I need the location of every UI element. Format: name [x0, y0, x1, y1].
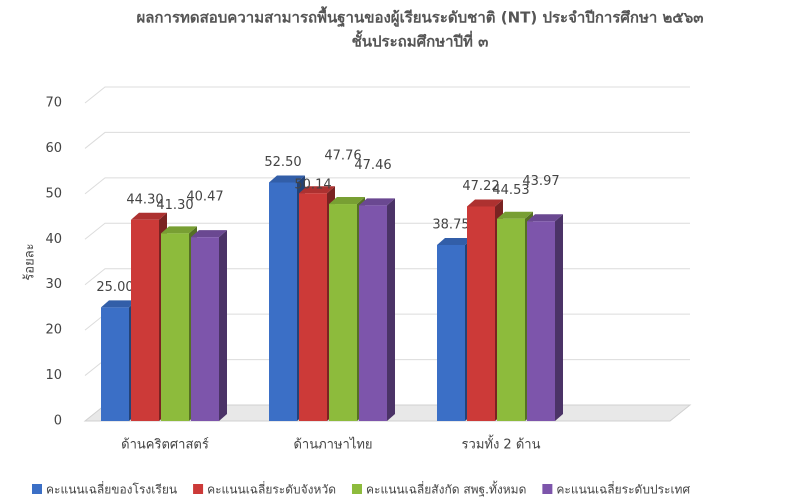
- y-tick-label: 70: [45, 96, 62, 111]
- value-label: 38.75: [432, 217, 469, 232]
- bar-side: [387, 198, 395, 421]
- value-label: 40.47: [186, 190, 223, 205]
- chart-title: ผลการทดสอบความสามารถพื้นฐานของผู้เรียนระ…: [136, 6, 703, 28]
- bar-top: [359, 198, 395, 206]
- value-label: 41.30: [156, 198, 193, 213]
- value-label: 50.14: [294, 178, 331, 193]
- grid-line: [84, 177, 690, 195]
- legend-label: คะแนนเฉลี่ยระดับจังหวัด: [207, 481, 336, 497]
- bar-side: [219, 230, 227, 421]
- x-tick-label: รวมทั้ง 2 ด้าน: [462, 435, 541, 453]
- bar-top: [161, 226, 197, 234]
- bar-top: [527, 214, 563, 222]
- legend-swatch: [542, 484, 553, 494]
- bar-top: [299, 186, 335, 194]
- bar-top: [191, 230, 227, 238]
- x-tick-label: ด้านภาษาไทย: [293, 437, 372, 453]
- bar-top: [329, 197, 365, 205]
- y-tick-label: 40: [45, 232, 62, 247]
- legend-label: คะแนนเฉลี่ยของโรงเรียน: [46, 481, 177, 497]
- y-tick-label: 50: [45, 186, 62, 201]
- value-label: 47.46: [354, 158, 391, 173]
- value-label: 43.97: [522, 174, 559, 189]
- bar: [101, 307, 129, 421]
- bar-side: [555, 214, 563, 421]
- bar-top: [269, 175, 305, 183]
- y-tick-label: 20: [45, 323, 62, 338]
- bar: [269, 182, 297, 421]
- bar: [497, 218, 525, 421]
- grid-line: [84, 131, 690, 149]
- legend-swatch: [32, 484, 42, 494]
- y-axis-label: ร้อยละ: [23, 243, 38, 280]
- value-label: 47.22: [462, 179, 499, 194]
- y-tick-label: 60: [45, 141, 62, 156]
- y-tick-label: 10: [45, 368, 62, 383]
- bar: [299, 193, 327, 421]
- bar: [191, 237, 219, 421]
- bar: [329, 204, 357, 421]
- value-label: 52.50: [264, 155, 301, 170]
- bar-top: [467, 199, 503, 207]
- bar: [437, 244, 465, 421]
- value-label: 47.76: [324, 149, 361, 164]
- x-tick-label: ด้านคริตศาสตร์: [121, 437, 209, 453]
- chart-subtitle: ชั้นประถมศึกษาปีที่ ๓: [352, 30, 489, 51]
- bar: [527, 221, 555, 421]
- y-tick-label: 30: [45, 277, 62, 292]
- value-label: 44.53: [492, 183, 529, 198]
- bar-top: [101, 300, 137, 308]
- value-label: 25.00: [96, 280, 133, 295]
- bar: [131, 219, 159, 421]
- bar: [161, 233, 189, 421]
- legend-label: คะแนนเฉลี่ยสังกัด สพฐ.ทั้งหมด: [366, 481, 526, 497]
- bar-top: [131, 212, 167, 220]
- legend-label: คะแนนเฉลี่ยระดับประเทศ: [556, 481, 690, 497]
- bar-top: [437, 237, 473, 245]
- bar: [467, 206, 495, 421]
- value-label: 44.30: [126, 192, 163, 207]
- y-tick-label: 0: [54, 414, 62, 429]
- legend-swatch: [193, 484, 204, 494]
- bar-top: [497, 211, 533, 219]
- legend-swatch: [351, 484, 362, 494]
- grid-line: [84, 86, 690, 104]
- bar: [359, 205, 387, 421]
